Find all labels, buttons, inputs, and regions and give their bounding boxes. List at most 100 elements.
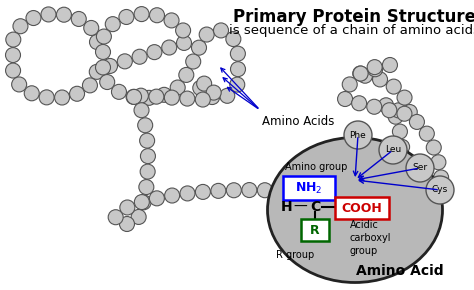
Circle shape bbox=[342, 77, 357, 92]
Circle shape bbox=[426, 140, 441, 155]
Text: —: — bbox=[293, 200, 307, 214]
Circle shape bbox=[226, 32, 241, 47]
Circle shape bbox=[199, 27, 214, 42]
Circle shape bbox=[197, 76, 212, 91]
Circle shape bbox=[175, 23, 191, 38]
Circle shape bbox=[368, 62, 383, 77]
Circle shape bbox=[426, 176, 454, 204]
Circle shape bbox=[193, 80, 208, 95]
Text: Amino Acids: Amino Acids bbox=[262, 115, 334, 128]
Circle shape bbox=[349, 194, 365, 209]
Circle shape bbox=[164, 13, 179, 28]
Circle shape bbox=[149, 191, 164, 206]
Circle shape bbox=[395, 170, 410, 185]
Circle shape bbox=[90, 35, 104, 50]
Circle shape bbox=[56, 7, 72, 22]
Circle shape bbox=[149, 89, 164, 104]
Text: R: R bbox=[310, 224, 320, 237]
Circle shape bbox=[273, 183, 288, 198]
Circle shape bbox=[205, 90, 220, 104]
Circle shape bbox=[397, 90, 412, 105]
Circle shape bbox=[139, 180, 154, 195]
Circle shape bbox=[6, 48, 20, 63]
Circle shape bbox=[392, 124, 408, 139]
Circle shape bbox=[137, 118, 153, 133]
Circle shape bbox=[12, 77, 27, 92]
Circle shape bbox=[431, 155, 446, 170]
Circle shape bbox=[379, 136, 407, 164]
Circle shape bbox=[364, 200, 379, 215]
Text: Cys: Cys bbox=[432, 186, 448, 195]
Circle shape bbox=[227, 183, 241, 198]
Text: Acidic
carboxyl
group: Acidic carboxyl group bbox=[350, 220, 392, 256]
Circle shape bbox=[176, 35, 191, 50]
Circle shape bbox=[126, 89, 141, 104]
Circle shape bbox=[82, 78, 98, 93]
Circle shape bbox=[39, 90, 54, 105]
Circle shape bbox=[26, 10, 41, 26]
Text: Leu: Leu bbox=[385, 146, 401, 155]
Circle shape bbox=[120, 200, 135, 215]
Circle shape bbox=[213, 23, 228, 38]
Circle shape bbox=[164, 90, 179, 105]
Circle shape bbox=[191, 40, 207, 55]
Circle shape bbox=[352, 96, 366, 111]
Circle shape bbox=[95, 44, 110, 59]
Circle shape bbox=[179, 67, 194, 82]
Circle shape bbox=[133, 88, 148, 103]
Circle shape bbox=[41, 7, 56, 22]
Circle shape bbox=[55, 90, 70, 105]
Circle shape bbox=[195, 184, 210, 200]
Circle shape bbox=[434, 170, 448, 185]
Circle shape bbox=[288, 184, 303, 199]
Circle shape bbox=[70, 86, 84, 101]
Circle shape bbox=[118, 54, 132, 69]
Circle shape bbox=[102, 59, 118, 73]
Circle shape bbox=[419, 126, 434, 141]
Text: Ser: Ser bbox=[412, 164, 428, 173]
Circle shape bbox=[406, 154, 434, 182]
Circle shape bbox=[393, 186, 408, 201]
Circle shape bbox=[373, 72, 388, 87]
Circle shape bbox=[383, 215, 398, 230]
Circle shape bbox=[410, 115, 424, 129]
Circle shape bbox=[337, 92, 353, 106]
Circle shape bbox=[180, 186, 195, 201]
Text: Primary Protein Structure: Primary Protein Structure bbox=[234, 8, 474, 26]
Text: COOH: COOH bbox=[342, 202, 383, 215]
Circle shape bbox=[367, 60, 382, 75]
Circle shape bbox=[394, 139, 410, 154]
Circle shape bbox=[132, 49, 147, 64]
Text: NH$_2$: NH$_2$ bbox=[295, 180, 323, 195]
Circle shape bbox=[162, 40, 177, 55]
Circle shape bbox=[344, 121, 372, 149]
Circle shape bbox=[95, 60, 110, 75]
Text: C: C bbox=[310, 200, 320, 214]
Circle shape bbox=[397, 106, 412, 121]
Circle shape bbox=[304, 186, 319, 201]
Circle shape bbox=[388, 109, 403, 124]
Circle shape bbox=[108, 210, 123, 225]
Text: R group: R group bbox=[276, 250, 314, 260]
FancyBboxPatch shape bbox=[301, 219, 329, 241]
Circle shape bbox=[71, 12, 86, 26]
Circle shape bbox=[390, 201, 405, 216]
Circle shape bbox=[164, 188, 180, 203]
Circle shape bbox=[156, 87, 172, 102]
Circle shape bbox=[111, 84, 127, 99]
Circle shape bbox=[319, 188, 334, 203]
Circle shape bbox=[24, 86, 39, 101]
Text: H: H bbox=[281, 200, 293, 214]
Text: Phe: Phe bbox=[350, 130, 366, 139]
FancyBboxPatch shape bbox=[335, 197, 389, 219]
Circle shape bbox=[382, 103, 397, 118]
Circle shape bbox=[134, 7, 149, 21]
Circle shape bbox=[376, 209, 391, 224]
Circle shape bbox=[84, 21, 99, 35]
Circle shape bbox=[367, 99, 382, 114]
Circle shape bbox=[149, 8, 164, 23]
Circle shape bbox=[353, 66, 368, 81]
Circle shape bbox=[206, 85, 221, 100]
Circle shape bbox=[134, 103, 149, 118]
Circle shape bbox=[140, 149, 155, 164]
